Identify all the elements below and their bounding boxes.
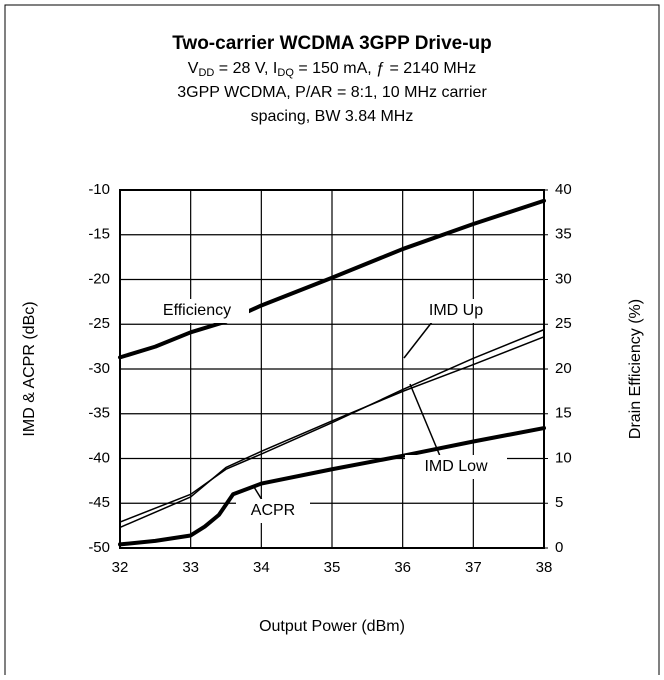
x-tick-label: 34	[253, 559, 270, 576]
y-tick-label: -40	[88, 449, 110, 466]
series-line	[118, 198, 546, 360]
y-tick-label: -20	[88, 270, 110, 287]
label-bg	[145, 299, 249, 323]
subtitle-text: DD	[198, 67, 214, 79]
subtitle-text: 3GPP WCDMA, P/AR = 8:1, 10 MHz carrier	[177, 84, 487, 101]
label-bg	[236, 499, 310, 523]
frame	[4, 4, 660, 675]
x-tick-label: 37	[465, 559, 482, 576]
y-tick-label: -35	[88, 405, 110, 422]
label-bg	[410, 299, 502, 323]
series-line	[119, 336, 545, 529]
subtitle: VDD = 28 V, IDQ = 150 mA, ƒ = 2140 MHz 3G…	[177, 60, 487, 125]
x-tick-label: 33	[182, 559, 199, 576]
y-tick-label: -50	[88, 539, 110, 556]
label-bg	[405, 455, 507, 479]
subtitle-text: V	[188, 60, 199, 77]
y2-tick-label: 5	[555, 494, 563, 511]
y2-tick-label: 35	[555, 226, 572, 243]
x-tick-label: 35	[324, 559, 341, 576]
subtitle-line: VDD = 28 V, IDQ = 150 mA, ƒ = 2140 MHz	[188, 60, 476, 79]
y2-tick-label: 0	[555, 539, 563, 556]
plot-frame	[119, 189, 545, 549]
x-axis-label: Output Power (dBm)	[259, 618, 405, 635]
subtitle-text: spacing, BW 3.84 MHz	[251, 108, 414, 125]
y2-tick-label: 15	[555, 405, 572, 422]
y-tick-label: -10	[88, 181, 110, 198]
subtitle-line: 3GPP WCDMA, P/AR = 8:1, 10 MHz carrier	[177, 84, 487, 101]
series-line	[118, 426, 546, 547]
lines	[118, 198, 546, 547]
series-line	[119, 328, 545, 523]
x-tick-label: 32	[112, 559, 129, 576]
leader-line	[253, 486, 263, 501]
x-tick-label: 38	[536, 559, 553, 576]
series-label: IMD Up	[429, 302, 483, 319]
y2-tick-label: 10	[555, 449, 572, 466]
subtitle-text: = 28 V, I	[214, 60, 277, 77]
leader-line	[409, 383, 441, 457]
series-label: IMD Low	[424, 458, 488, 475]
subtitle-text: DQ	[277, 67, 294, 79]
series-label: Efficiency	[163, 302, 231, 319]
leader-line	[403, 321, 433, 359]
y2-tick-label: 40	[555, 181, 572, 198]
y-tick-label: -25	[88, 315, 110, 332]
series-label: ACPR	[251, 502, 295, 519]
y2-tick-label: 30	[555, 270, 572, 287]
grid: -10 -15 -20 -25 -30 -35 -40 -45 -50 40 35 30 25 20 15 1…	[88, 181, 571, 576]
x-tick-label: 36	[394, 559, 411, 576]
y-tick-label: -45	[88, 494, 110, 511]
y2-tick-label: 20	[555, 360, 572, 377]
y-tick-label: -30	[88, 360, 110, 377]
y-tick-label: -15	[88, 226, 110, 243]
y2-axis-label: Drain Efficiency (%)	[627, 299, 644, 439]
subtitle-line: spacing, BW 3.84 MHz	[251, 108, 414, 125]
subtitle-text: = 150 mA, ƒ = 2140 MHz	[294, 60, 476, 77]
chart-title: Two-carrier WCDMA 3GPP Drive-up	[172, 33, 492, 54]
y2-tick-label: 25	[555, 315, 572, 332]
y-axis-label: IMD & ACPR (dBc)	[21, 301, 38, 436]
